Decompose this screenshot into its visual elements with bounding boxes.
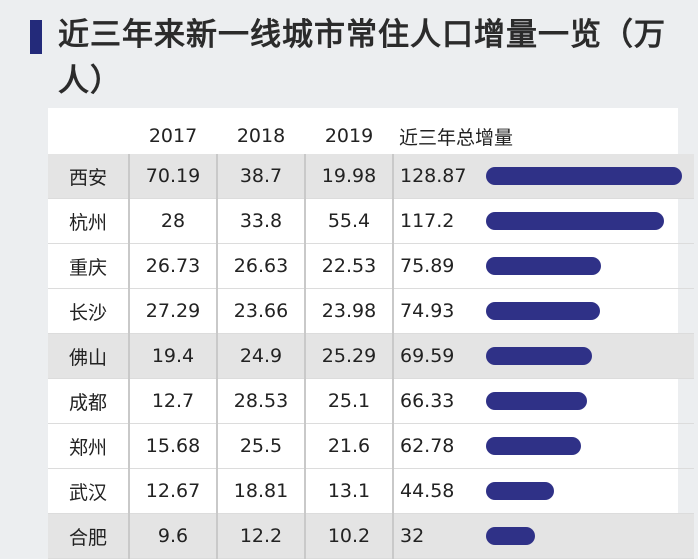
value-2017-cell: 27.29	[128, 288, 217, 334]
total-cell: 75.89	[392, 243, 484, 289]
value-2018-cell: 12.2	[216, 513, 305, 559]
value-2018-cell: 24.9	[216, 333, 305, 379]
total-bar-cell	[484, 289, 694, 334]
city-cell: 郑州	[68, 436, 107, 459]
value-2018-cell: 26.63	[216, 243, 305, 289]
value-2017-cell: 15.68	[128, 423, 217, 469]
total-bar	[486, 257, 601, 275]
total-cell: 66.33	[392, 378, 484, 424]
value-2019-cell: 13.1	[304, 468, 393, 514]
total-bar-cell	[484, 333, 694, 379]
value-2017-cell: 70.19	[128, 154, 217, 199]
value-2017-cell: 19.4	[128, 333, 217, 379]
table-row: 郑州 15.68 25.5 21.6 62.78	[48, 423, 694, 469]
total-cell: 128.87	[392, 154, 484, 199]
table-row: 重庆 26.73 26.63 22.53 75.89	[48, 243, 694, 289]
value-2019-cell: 21.6	[304, 423, 393, 469]
total-bar	[486, 347, 592, 365]
city-cell: 武汉	[68, 481, 107, 504]
value-2019-cell: 10.2	[304, 513, 393, 559]
total-bar	[486, 437, 581, 455]
total-bar	[486, 482, 554, 500]
total-bar	[486, 527, 535, 545]
total-bar-cell	[484, 379, 694, 424]
city-cell: 重庆	[68, 256, 107, 279]
header-2018: 2018	[236, 125, 286, 147]
header-total: 近三年总增量	[399, 126, 514, 149]
value-2018-cell: 28.53	[216, 378, 305, 424]
value-2018-cell: 38.7	[216, 154, 305, 199]
total-cell: 32	[392, 513, 484, 559]
total-bar-cell	[484, 513, 694, 559]
total-bar-cell	[484, 244, 694, 289]
city-cell: 成都	[68, 391, 107, 414]
total-bar-cell	[484, 154, 694, 199]
total-cell: 62.78	[392, 423, 484, 469]
table-row: 长沙 27.29 23.66 23.98 74.93	[48, 288, 694, 334]
total-cell: 74.93	[392, 288, 484, 334]
city-cell: 佛山	[48, 333, 129, 379]
total-bar-cell	[484, 424, 694, 469]
value-2017-cell: 9.6	[128, 513, 217, 559]
header-city	[48, 118, 129, 154]
title-accent-bar	[30, 20, 42, 54]
table-row: 合肥 9.6 12.2 10.2 32	[48, 513, 694, 559]
value-2017-cell: 28	[128, 198, 217, 244]
value-2019-cell: 25.1	[304, 378, 393, 424]
table-row: 佛山 19.4 24.9 25.29 69.59	[48, 333, 694, 379]
header-2017: 2017	[148, 125, 198, 147]
city-cell: 合肥	[48, 513, 129, 559]
total-bar	[486, 392, 587, 410]
city-cell: 杭州	[68, 211, 107, 234]
total-cell: 44.58	[392, 468, 484, 514]
header-row: 2017 2018 2019 近三年总增量	[48, 118, 694, 154]
total-bar	[486, 302, 600, 320]
value-2018-cell: 18.81	[216, 468, 305, 514]
value-2019-cell: 55.4	[304, 198, 393, 244]
table-row: 成都 12.7 28.53 25.1 66.33	[48, 378, 694, 424]
table-row: 武汉 12.67 18.81 13.1 44.58	[48, 468, 694, 514]
total-bar-cell	[484, 469, 694, 514]
total-bar	[486, 212, 664, 230]
city-cell: 长沙	[68, 301, 107, 324]
chart-title: 近三年来新一线城市常住人口增量一览（万人）	[58, 17, 666, 99]
table-row: 西安 70.19 38.7 19.98 128.87	[48, 154, 694, 199]
value-2018-cell: 33.8	[216, 198, 305, 244]
value-2019-cell: 23.98	[304, 288, 393, 334]
total-cell: 117.2	[392, 198, 484, 244]
value-2017-cell: 26.73	[128, 243, 217, 289]
total-bar-cell	[484, 199, 694, 244]
total-bar	[486, 167, 682, 185]
table-row: 杭州 28 33.8 55.4 117.2	[48, 198, 694, 244]
header-2019: 2019	[324, 125, 374, 147]
value-2018-cell: 23.66	[216, 288, 305, 334]
value-2019-cell: 25.29	[304, 333, 393, 379]
value-2017-cell: 12.67	[128, 468, 217, 514]
value-2017-cell: 12.7	[128, 378, 217, 424]
value-2019-cell: 22.53	[304, 243, 393, 289]
data-table: 2017 2018 2019 近三年总增量 西安 70.19 38.7 19.98 12…	[48, 118, 694, 559]
value-2018-cell: 25.5	[216, 423, 305, 469]
city-cell: 西安	[48, 154, 129, 199]
value-2019-cell: 19.98	[304, 154, 393, 199]
total-cell: 69.59	[392, 333, 484, 379]
